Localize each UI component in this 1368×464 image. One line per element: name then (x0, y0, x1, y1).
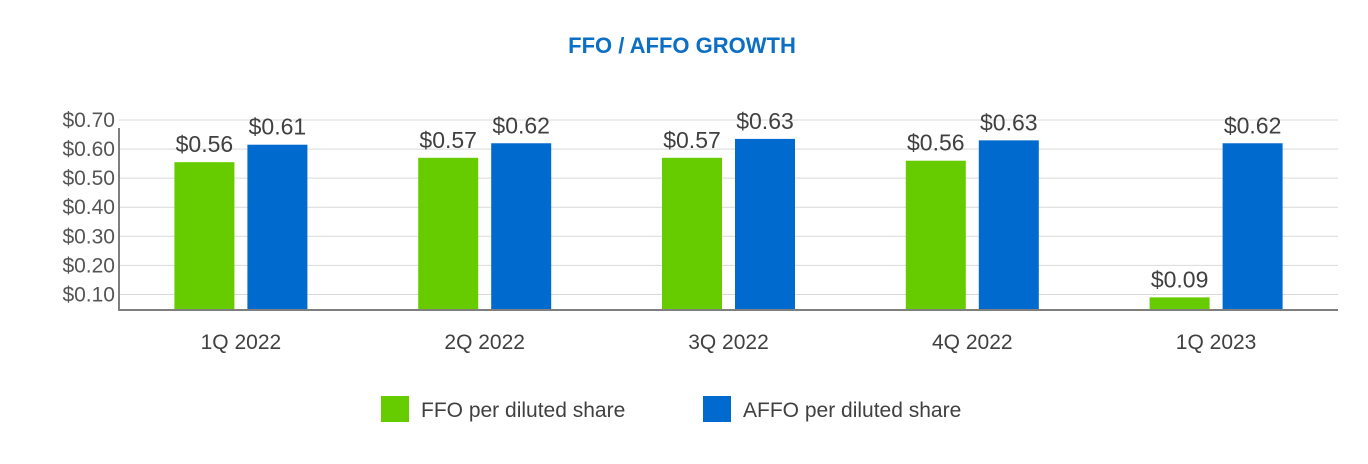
bars (174, 138, 1283, 309)
y-tick-label: $0.30 (62, 225, 115, 248)
ffo-data-label: $0.57 (663, 127, 721, 153)
ffo-bar (662, 157, 722, 309)
affo-data-label: $0.62 (1224, 112, 1282, 138)
affo-data-label: $0.61 (249, 114, 307, 140)
y-tick-label: $0.20 (62, 254, 115, 277)
affo-bar (978, 140, 1039, 309)
ffo-data-label: $0.57 (419, 127, 477, 153)
y-tick-label: $0.10 (62, 283, 115, 306)
affo-bar (1222, 143, 1283, 309)
ffo-bar (174, 162, 235, 309)
axes (118, 128, 1338, 311)
affo-data-label: $0.63 (736, 108, 794, 134)
x-axis-categories: 1Q 2022 2Q 2022 3Q 2022 4Q 2022 1Q 2023 (201, 331, 1257, 354)
x-category-label: 1Q 2023 (1176, 331, 1257, 354)
affo-bar (491, 143, 552, 309)
gridlines (119, 119, 1338, 295)
legend-swatch-affo (703, 396, 731, 422)
ffo-bar (418, 157, 479, 309)
x-category-label: 3Q 2022 (688, 331, 769, 354)
x-category-label: 2Q 2022 (444, 331, 525, 354)
chart-title: FFO / AFFO GROWTH (568, 33, 796, 58)
ffo-data-label: $0.56 (907, 130, 965, 156)
x-category-label: 4Q 2022 (932, 331, 1013, 354)
legend-label-ffo: FFO per diluted share (421, 399, 625, 422)
legend-swatch-ffo (381, 396, 409, 422)
affo-bar (735, 138, 795, 309)
x-category-label: 1Q 2022 (201, 331, 282, 354)
ffo-data-label: $0.09 (1151, 266, 1209, 292)
y-tick-label: $0.60 (62, 138, 115, 161)
affo-data-label: $0.63 (980, 109, 1038, 135)
ffo-bar (905, 160, 966, 309)
y-tick-label: $0.70 (62, 109, 115, 132)
affo-data-label: $0.62 (492, 112, 550, 138)
data-labels: $0.56 $0.61 $0.57 $0.62 $0.57 $0.63 $0.56 $0.63… (176, 108, 1282, 292)
ffo-data-label: $0.56 (176, 131, 234, 157)
affo-bar (247, 144, 308, 309)
legend-label-affo: AFFO per diluted share (743, 399, 961, 422)
legend: FFO per diluted share AFFO per diluted sh… (381, 396, 961, 422)
y-tick-label: $0.50 (62, 167, 115, 190)
ffo-bar (1149, 297, 1210, 309)
y-axis-ticks: $0.10 $0.20 $0.30 $0.40 $0.50 $0.60 $0.70 (62, 109, 115, 306)
y-tick-label: $0.40 (62, 196, 115, 219)
